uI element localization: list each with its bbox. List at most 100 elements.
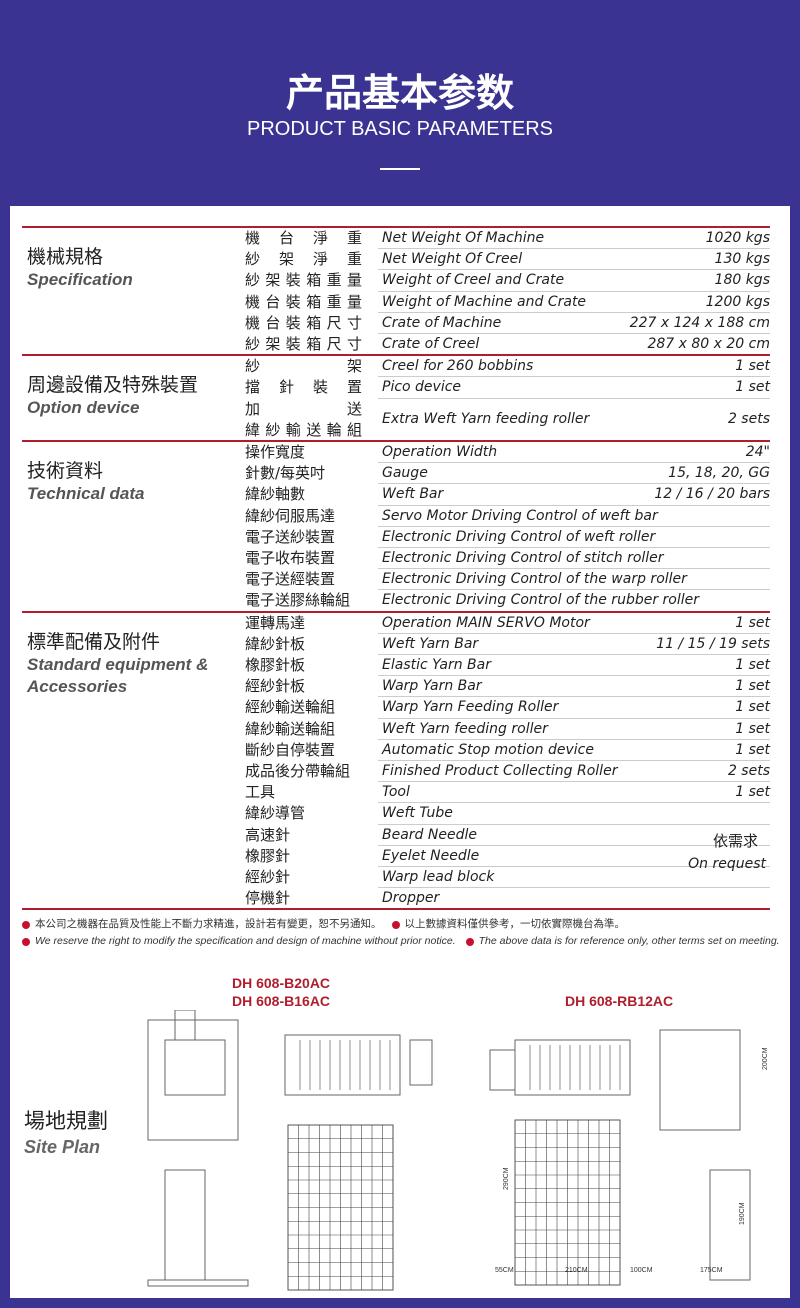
row-label: 緯紗針板 [245, 634, 306, 653]
row-label: 紗架裝箱重量 [245, 271, 362, 290]
site-title-en: Site Plan [24, 1137, 101, 1157]
divider [380, 168, 420, 170]
row-label: 針數/每英吋 [245, 464, 326, 483]
row-label: 紗架裝箱尺寸 [245, 335, 362, 353]
row-label: 緯紗導管 [245, 804, 306, 823]
dimension: 100CM [630, 1267, 653, 1274]
row-desc: Net Weight Of Machine [382, 230, 545, 246]
row-value: 12 / 16 / 20 bars [654, 486, 770, 503]
row-desc: Weft Yarn feeding roller [382, 720, 548, 737]
row-desc: Eyelet Needle [382, 847, 480, 864]
row-rule [378, 248, 770, 250]
bullet [22, 937, 30, 946]
row-label: 擋針裝置 [245, 378, 362, 397]
row-value: 1020 kgs [705, 230, 770, 246]
row-label: 高速針 [245, 825, 291, 844]
row-desc: Operation Width [382, 444, 498, 460]
row-desc: Operation MAIN SERVO Motor [382, 614, 590, 631]
bullet [391, 920, 400, 929]
request-note-en: On request [688, 856, 766, 873]
row-value: 1 set [735, 741, 770, 758]
row-value: 2 sets [727, 763, 770, 779]
row-value: 1 set [735, 657, 770, 673]
row-desc: Creel for 260 bobbins [382, 358, 534, 375]
row-rule [378, 781, 770, 783]
row-desc: Crate of Creel [382, 336, 480, 352]
section-title: 標準配備及附件 [27, 630, 161, 653]
row-value: 2 sets [727, 411, 770, 428]
section-title-en: Option device [27, 398, 140, 418]
row-desc: Electronic Driving Control of weft rolle… [382, 528, 656, 545]
model: DH 608-B20AC [232, 975, 331, 991]
row-desc: Finished Product Collecting Roller [382, 763, 618, 779]
row-label: 經紗針 [245, 868, 291, 886]
dimension: 290CM [503, 1167, 510, 1190]
row-desc: Electronic Driving Control of the warp r… [382, 571, 687, 588]
row-label: 電子送紗裝置 [245, 527, 336, 546]
row-label: 橡膠針 [245, 846, 291, 865]
row-value: 180 kgs [714, 272, 770, 289]
row-label: 停機針 [245, 889, 291, 908]
row-label: 操作寬度 [245, 443, 306, 461]
row-label: 紗架淨重 [245, 250, 362, 269]
row-desc: Weight of Creel and Crate [382, 272, 565, 289]
section-rule [22, 908, 770, 911]
row-rule [378, 844, 770, 846]
row-value: 1 set [735, 358, 770, 375]
row-desc: Gauge [382, 465, 428, 482]
dimension: 175CM [700, 1267, 723, 1274]
row-rule [378, 376, 770, 378]
model: DH 608-RB12AC [565, 993, 674, 1009]
row-desc: Warp Yarn Bar [382, 678, 482, 695]
row-label: 電子送膠絲輪組 [245, 591, 351, 610]
model: DH 608-B16AC [232, 993, 331, 1009]
section-title: 周邊設備及特殊裝置 [27, 374, 199, 397]
row-label: 緯紗伺服馬達 [245, 506, 336, 525]
row-label: 緯紗軸數 [245, 485, 306, 504]
row-desc: Tool [382, 784, 410, 801]
row-label: 機台裝箱尺寸 [245, 313, 362, 332]
bullet [22, 920, 30, 929]
row-desc: Automatic Stop motion device [382, 741, 594, 758]
row-rule [378, 717, 770, 719]
subtitle: PRODUCT BASIC PARAMETERS [247, 118, 553, 140]
dimension: 55CM [495, 1267, 514, 1274]
row-label: 工具 [245, 783, 276, 802]
dimension: 210CM [565, 1267, 588, 1274]
row-desc: Weft Tube [382, 805, 453, 822]
row-rule [378, 462, 770, 464]
row-label: 紗架 [245, 357, 362, 376]
row-value: 1 set [735, 720, 770, 737]
row-desc: Electronic Driving Control of stitch rol… [382, 550, 664, 566]
row-rule [378, 311, 770, 313]
row-value: 1200 kgs [705, 293, 770, 310]
bullet [465, 937, 474, 946]
note-line: We reserve the right to modify the speci… [22, 935, 780, 947]
row-rule [378, 483, 770, 485]
row-rule [378, 290, 770, 292]
section-title-en: Standard equipment & Accessories [27, 654, 209, 696]
row-label: 機台淨重 [245, 229, 362, 247]
row-rule [378, 696, 770, 698]
row-desc: Warp lead block [382, 869, 495, 885]
note-text: 本公司之機器在品質及性能上不斷力求精進，設計若有變更，恕不另通知。 [35, 918, 382, 931]
row-desc: Pico device [382, 379, 462, 396]
row-label: 加送 [245, 399, 362, 418]
row-rule [378, 504, 770, 506]
row-desc: Weft Yarn Bar [382, 635, 479, 652]
row-rule [378, 333, 770, 334]
row-desc: Servo Motor Driving Control of weft bar [382, 507, 658, 524]
row-desc: Beard Needle [382, 826, 477, 843]
row-value: 15, 18, 20, GG [668, 465, 770, 482]
row-rule [378, 568, 770, 570]
row-value: 227 x 124 x 188 cm [629, 314, 770, 331]
section-rule [22, 354, 770, 357]
row-label: 緯紗輸送輪組 [245, 420, 362, 439]
title: 产品基本参数 [285, 71, 514, 115]
row-rule [378, 589, 770, 591]
site-drawing: 55CM 210CM 100CM 175CM 290CM 200CM 190CM [147, 1010, 769, 1291]
row-label: 經紗輸送輪組 [245, 698, 336, 717]
row-rule [378, 547, 770, 548]
row-desc: Dropper [382, 890, 440, 907]
row-desc: Elastic Yarn Bar [382, 657, 491, 673]
